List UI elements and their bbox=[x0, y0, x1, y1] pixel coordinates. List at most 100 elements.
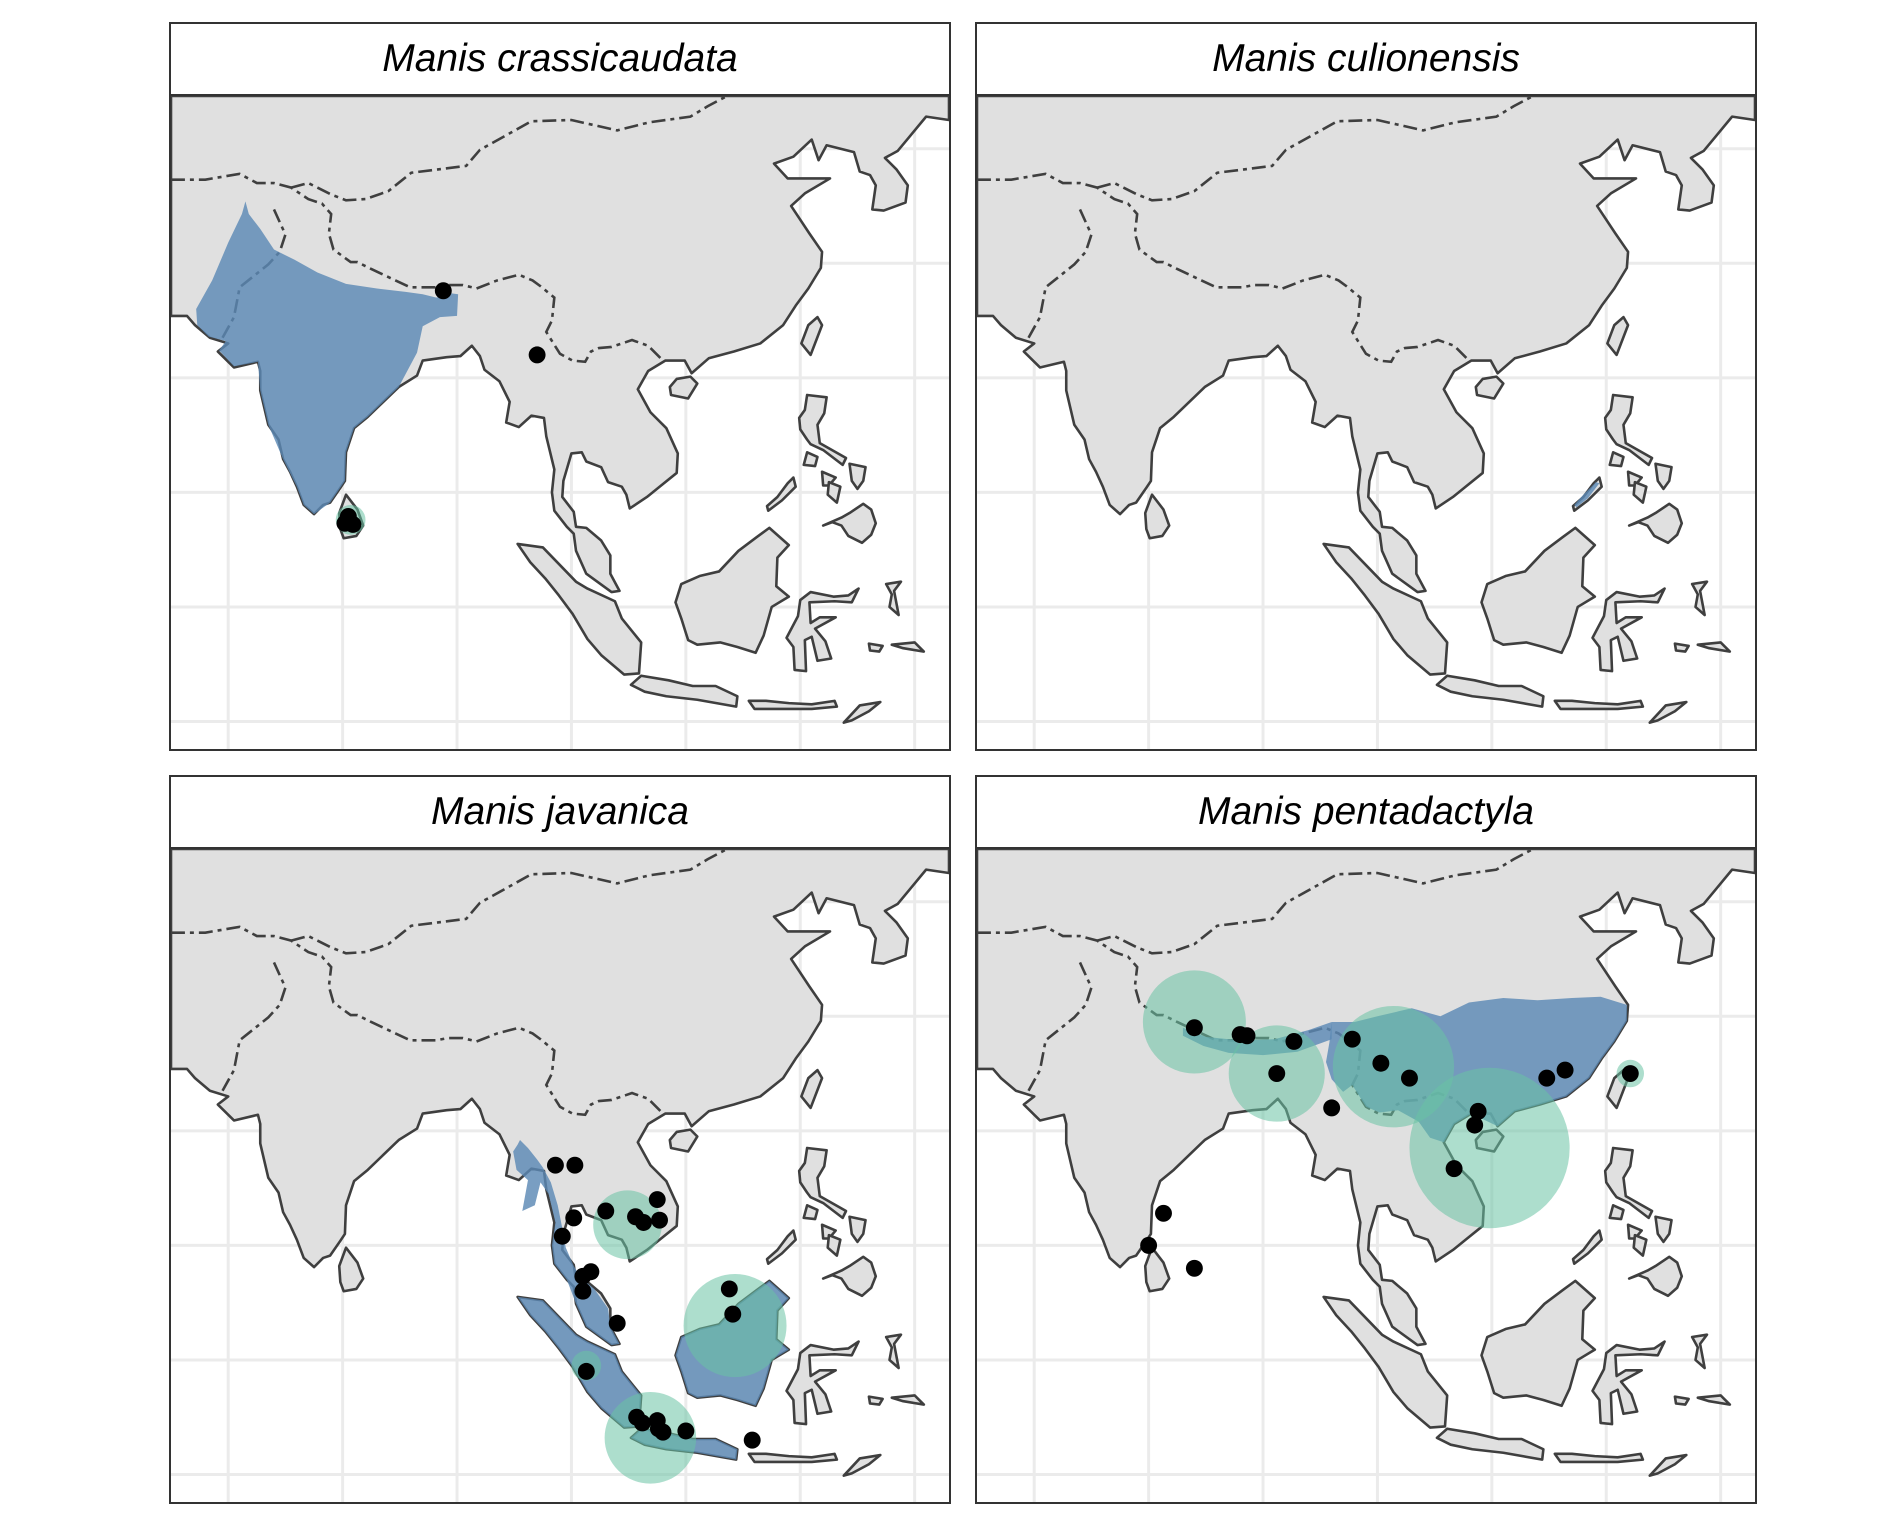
occurrence-point bbox=[566, 1156, 584, 1174]
occurrence-point bbox=[635, 1213, 652, 1231]
occurrence-point bbox=[1185, 1019, 1203, 1037]
land-seram bbox=[890, 1394, 926, 1406]
land-palawan bbox=[1571, 1229, 1603, 1266]
country-border bbox=[977, 172, 1469, 364]
occurrence-point bbox=[1621, 1065, 1639, 1083]
land-halmahera bbox=[1690, 580, 1709, 617]
land-mindanao bbox=[1627, 1255, 1684, 1298]
land-mindanao bbox=[821, 1255, 878, 1298]
land-negros bbox=[1632, 480, 1648, 504]
land-srilanka bbox=[337, 1246, 365, 1293]
occurrence-point bbox=[553, 1227, 571, 1245]
land-buru bbox=[867, 1395, 884, 1406]
land-borneo bbox=[1480, 526, 1597, 655]
land-asia bbox=[977, 96, 1755, 594]
land-buru bbox=[1673, 642, 1690, 653]
country-border bbox=[221, 961, 287, 1092]
point-layer bbox=[546, 1156, 761, 1449]
land-timorchain bbox=[747, 1452, 839, 1464]
occurrence-point bbox=[648, 1191, 666, 1209]
occurrence-point bbox=[1372, 1054, 1390, 1072]
land-timorchain bbox=[1553, 1452, 1645, 1464]
buffer-circle bbox=[604, 1392, 697, 1484]
occurrence-point bbox=[344, 515, 362, 533]
occurrence-point bbox=[1466, 1116, 1484, 1134]
facet-strip-title: Manis pentadactyla bbox=[975, 775, 1757, 849]
land-taiwan bbox=[800, 315, 824, 357]
map-panel bbox=[169, 847, 951, 1504]
map-panel bbox=[975, 847, 1757, 1504]
occurrence-point bbox=[546, 1156, 564, 1174]
occurrence-point bbox=[574, 1282, 592, 1300]
occurrence-point bbox=[1238, 1027, 1256, 1045]
land-luzon bbox=[1603, 1146, 1654, 1220]
country-border bbox=[1027, 208, 1093, 339]
land-halmahera bbox=[884, 1333, 903, 1370]
land-timorchain bbox=[747, 699, 839, 711]
border-layer bbox=[977, 96, 1534, 364]
map-svg bbox=[171, 849, 949, 1502]
country-border bbox=[171, 172, 663, 364]
occurrence-point bbox=[608, 1314, 626, 1332]
occurrence-point bbox=[720, 1280, 738, 1298]
land-sulawesi bbox=[785, 1340, 860, 1426]
land-mindoro bbox=[1608, 451, 1625, 468]
land-negros bbox=[826, 1233, 842, 1257]
land-timor bbox=[1648, 700, 1688, 724]
occurrence-point bbox=[1185, 1259, 1203, 1277]
point-layer bbox=[1140, 1019, 1639, 1277]
land-timor bbox=[1648, 1453, 1688, 1477]
land-luzon bbox=[1603, 393, 1654, 467]
range-polygon-mainland_sea bbox=[513, 1140, 620, 1346]
land-samar bbox=[1654, 1215, 1673, 1244]
land-sulawesi bbox=[1591, 587, 1666, 673]
range-polygon-india bbox=[196, 201, 459, 515]
land-seram bbox=[1696, 1394, 1732, 1406]
land-borneo bbox=[1480, 1279, 1597, 1408]
occurrence-point bbox=[1469, 1102, 1487, 1120]
point-layer bbox=[336, 282, 546, 533]
map-svg bbox=[977, 96, 1755, 749]
land-hainan bbox=[668, 375, 699, 400]
range-polygon-palawan bbox=[1574, 482, 1600, 508]
land-java bbox=[1435, 674, 1545, 708]
land-buru bbox=[1673, 1395, 1690, 1406]
occurrence-point bbox=[654, 1423, 672, 1441]
land-taiwan bbox=[800, 1068, 824, 1110]
land-halmahera bbox=[1690, 1333, 1709, 1370]
facet-panel-culionensis: Manis culionensis bbox=[975, 22, 1757, 751]
map-svg bbox=[171, 96, 949, 749]
land-samar bbox=[1654, 462, 1673, 491]
range-layer bbox=[196, 201, 459, 515]
occurrence-point bbox=[597, 1202, 615, 1220]
occurrence-point bbox=[565, 1209, 583, 1227]
map-svg bbox=[977, 849, 1755, 1502]
country-border bbox=[1096, 849, 1534, 955]
occurrence-point bbox=[577, 1362, 595, 1380]
land-negros bbox=[826, 480, 842, 504]
buffer-circle bbox=[1332, 1005, 1455, 1128]
country-border bbox=[290, 849, 728, 955]
land-taiwan bbox=[1606, 315, 1630, 357]
land-sumatra bbox=[1322, 1295, 1449, 1429]
land-luzon bbox=[797, 393, 848, 467]
land-java bbox=[1435, 1427, 1545, 1461]
land-luzon bbox=[797, 1146, 848, 1220]
facet-strip-title: Manis crassicaudata bbox=[169, 22, 951, 96]
land-samar bbox=[848, 1215, 867, 1244]
map-panel bbox=[975, 94, 1757, 751]
occurrence-point bbox=[743, 1431, 761, 1449]
occurrence-point bbox=[1323, 1099, 1341, 1117]
land-mindanao bbox=[1627, 502, 1684, 545]
land-seram bbox=[1696, 641, 1732, 653]
occurrence-point bbox=[1538, 1069, 1556, 1087]
land-halmahera bbox=[884, 580, 903, 617]
occurrence-point bbox=[434, 282, 452, 300]
buffer-circle bbox=[1409, 1067, 1570, 1229]
occurrence-point bbox=[1445, 1160, 1463, 1178]
occurrence-point bbox=[677, 1422, 695, 1440]
land-sulawesi bbox=[785, 587, 860, 673]
land-mindanao bbox=[821, 502, 878, 545]
land-negros bbox=[1632, 1233, 1648, 1257]
occurrence-point bbox=[633, 1414, 651, 1432]
